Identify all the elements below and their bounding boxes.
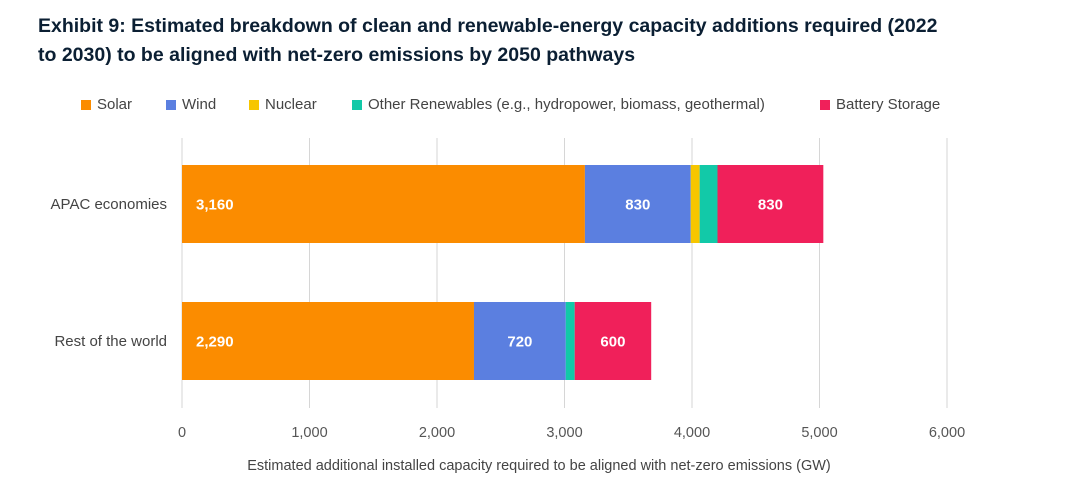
chart-title-line-1: Exhibit 9: Estimated breakdown of clean … — [38, 15, 938, 37]
bar-apac-economies-wind — [584, 165, 691, 243]
legend-item-battery-storage: Battery Storage — [820, 96, 940, 113]
x-tick-label-5000: 5,000 — [801, 425, 837, 441]
legend-item-other-renewables: Other Renewables (e.g., hydropower, biom… — [352, 96, 765, 113]
data-label-apac-economies-battery: 830 — [758, 197, 783, 214]
y-category-label-apac-economies: APAC economies — [51, 196, 167, 213]
legend: Solar Wind Nuclear Other Renewables (e.g… — [0, 96, 1078, 116]
bar-rest-of-the-world-solar — [182, 302, 474, 380]
data-label-rest-of-the-world-wind: 720 — [507, 334, 532, 351]
chart-title-line-2: to 2030) to be aligned with net-zero emi… — [38, 44, 636, 66]
bar-rest-of-the-world-wind — [473, 302, 566, 380]
legend-item-wind: Wind — [166, 96, 216, 113]
chart-title: Exhibit 9: Estimated breakdown of clean … — [38, 12, 1038, 70]
legend-label-other-renewables: Other Renewables (e.g., hydropower, biom… — [368, 96, 765, 113]
legend-label-wind: Wind — [182, 96, 217, 113]
bar-apac-economies-nuclear — [690, 165, 700, 243]
legend-label-nuclear: Nuclear — [265, 96, 317, 113]
legend-swatch-nuclear — [249, 99, 259, 110]
data-label-rest-of-the-world-solar: 2,290 — [196, 334, 234, 351]
legend-swatch-other-renewables — [352, 99, 362, 110]
data-label-apac-economies-wind: 830 — [625, 197, 650, 214]
x-tick-label-1000: 1,000 — [291, 425, 327, 441]
legend-item-nuclear: Nuclear — [249, 96, 317, 113]
data-label-apac-economies-solar: 3,160 — [196, 197, 234, 214]
data-label-rest-of-the-world-battery: 600 — [600, 334, 625, 351]
x-tick-label-0: 0 — [178, 425, 186, 441]
x-tick-label-3000: 3,000 — [546, 425, 582, 441]
legend-label-battery-storage: Battery Storage — [836, 96, 941, 113]
bar-apac-economies-solar — [182, 165, 585, 243]
legend-label-solar: Solar — [97, 96, 133, 113]
x-tick-label-4000: 4,000 — [674, 425, 710, 441]
x-axis-label: Estimated additional installed capacity … — [247, 458, 831, 474]
legend-swatch-battery-storage — [820, 99, 830, 110]
x-tick-label-2000: 2,000 — [419, 425, 455, 441]
y-category-label-rest-of-the-world: Rest of the world — [54, 333, 167, 350]
legend-swatch-solar — [81, 99, 91, 110]
bar-rest-of-the-world-other — [565, 302, 575, 380]
bar-rest-of-the-world-battery — [574, 302, 652, 380]
x-tick-label-6000: 6,000 — [929, 425, 965, 441]
bar-apac-economies-battery — [717, 165, 824, 243]
legend-swatch-wind — [166, 99, 176, 110]
legend-item-solar: Solar — [81, 96, 132, 113]
bar-apac-economies-other — [699, 165, 718, 243]
